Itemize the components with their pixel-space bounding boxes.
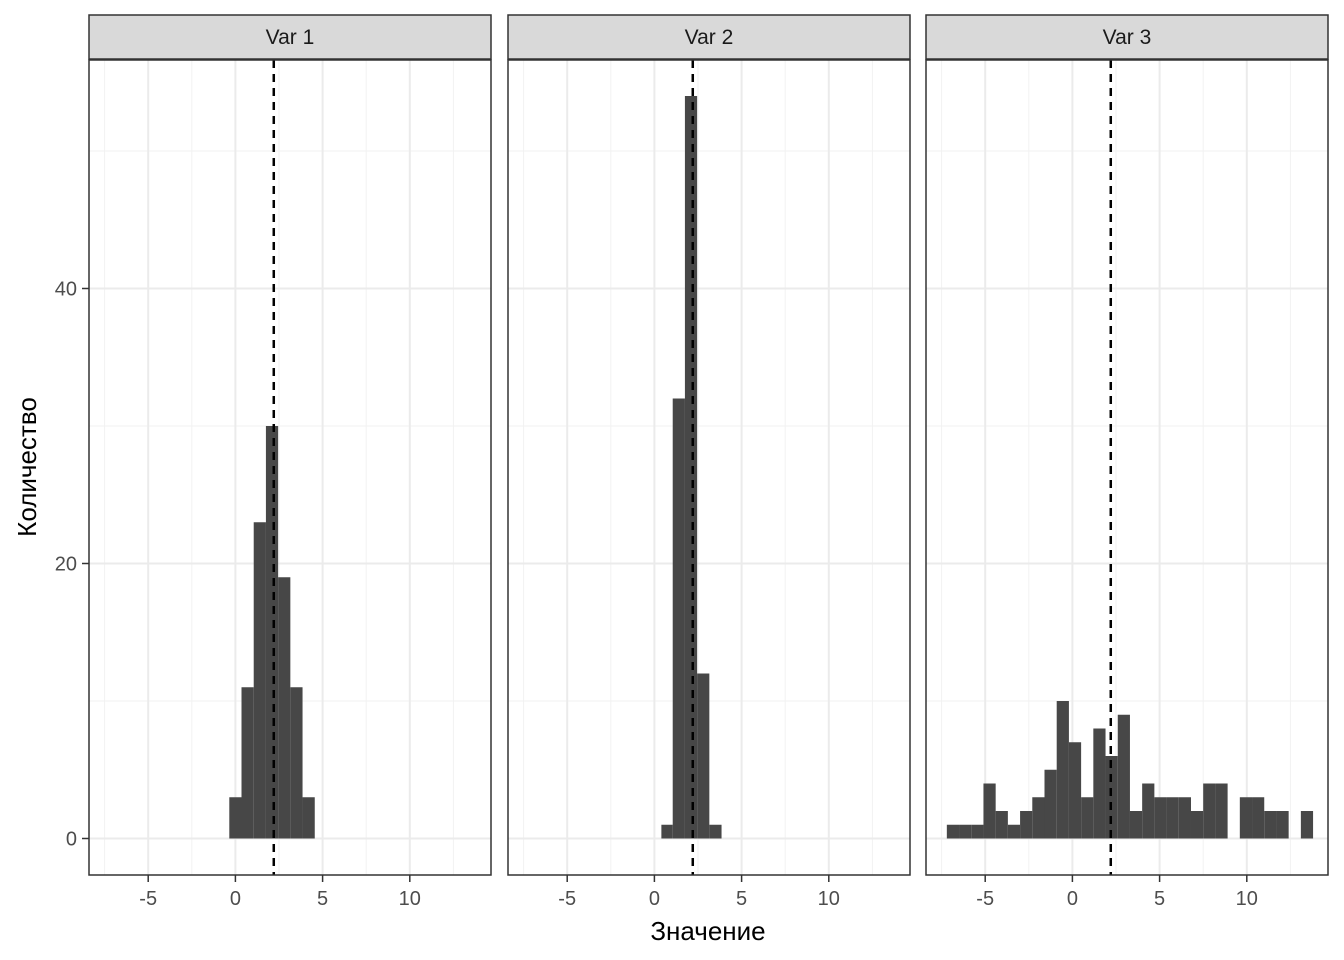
panel-border bbox=[925, 59, 1329, 876]
y-axis-title: Количество bbox=[12, 397, 42, 537]
histogram-bar bbox=[1093, 728, 1106, 839]
histogram-bar bbox=[1276, 811, 1289, 839]
histogram-bar bbox=[253, 522, 266, 839]
histogram-bar bbox=[1264, 811, 1277, 839]
histogram-bar bbox=[1190, 811, 1204, 839]
x-tick-label: 10 bbox=[1236, 888, 1258, 910]
histogram-bar bbox=[241, 687, 254, 839]
histogram-bar bbox=[278, 577, 291, 839]
facet-strip-label: Var 2 bbox=[685, 26, 734, 49]
histogram-bar bbox=[983, 783, 996, 839]
y-tick-label: 0 bbox=[66, 829, 77, 851]
facet-panel: Var 1 -5 0 5 10 bbox=[88, 14, 492, 910]
facet-strip-label: Var 1 bbox=[266, 26, 315, 49]
facet-strip-label: Var 3 bbox=[1103, 26, 1152, 49]
panel-border bbox=[507, 59, 911, 876]
histogram-bar bbox=[1203, 783, 1216, 839]
histogram-bar bbox=[229, 797, 242, 839]
x-tick-label: 5 bbox=[736, 888, 747, 910]
histogram-bar bbox=[971, 824, 984, 839]
histogram-bar bbox=[1166, 797, 1179, 839]
histogram-bar bbox=[995, 811, 1008, 839]
panel-border bbox=[88, 59, 492, 876]
histogram-bar bbox=[1068, 742, 1082, 839]
x-tick-label: -5 bbox=[976, 888, 994, 910]
x-tick-label: 10 bbox=[399, 888, 421, 910]
histogram-bar bbox=[1032, 797, 1045, 839]
facet-strip bbox=[507, 14, 911, 60]
facet-panel: Var 2 -5 0 5 10 bbox=[507, 14, 911, 910]
histogram-bar bbox=[672, 398, 685, 839]
facet-strip bbox=[925, 14, 1329, 60]
histogram-bar bbox=[959, 824, 972, 839]
x-tick-label: 5 bbox=[1154, 888, 1165, 910]
x-tick-label: 0 bbox=[1067, 888, 1078, 910]
facet-panel: Var 3 -5 0 5 10 bbox=[925, 14, 1329, 910]
histogram-bar bbox=[1117, 714, 1130, 839]
histogram-bar bbox=[661, 824, 673, 839]
x-tick-label: 0 bbox=[230, 888, 241, 910]
histogram-bar bbox=[1300, 811, 1314, 839]
x-tick-label: -5 bbox=[139, 888, 157, 910]
histogram-bar bbox=[946, 824, 960, 839]
histogram-bar bbox=[1178, 797, 1191, 839]
histogram-bar bbox=[302, 797, 315, 839]
histogram-bar bbox=[1105, 756, 1118, 839]
histogram-bar bbox=[1215, 783, 1228, 839]
histogram-bar bbox=[1007, 824, 1021, 839]
histogram-bar bbox=[1142, 783, 1155, 839]
histogram-bar bbox=[1056, 701, 1069, 839]
y-axis: 0 20 40 bbox=[55, 279, 89, 851]
x-axis-title: Значение bbox=[650, 916, 765, 946]
histogram-bar bbox=[684, 96, 698, 839]
x-tick-label: 0 bbox=[649, 888, 660, 910]
histogram-bar bbox=[1044, 769, 1057, 839]
x-tick-label: -5 bbox=[558, 888, 576, 910]
histogram-bar bbox=[1252, 797, 1265, 839]
histogram-bar bbox=[1129, 811, 1143, 839]
x-tick-label: 10 bbox=[818, 888, 840, 910]
facet-strip bbox=[88, 14, 492, 60]
histogram-bar bbox=[265, 426, 279, 839]
histogram-bar bbox=[697, 673, 710, 839]
histogram-bar bbox=[1081, 797, 1094, 839]
histogram-bar bbox=[1020, 811, 1033, 839]
histogram-bar bbox=[290, 687, 303, 839]
histogram-bar bbox=[1239, 797, 1253, 839]
histogram-bar bbox=[1154, 797, 1167, 839]
y-tick-label: 20 bbox=[55, 554, 77, 576]
y-tick-label: 40 bbox=[55, 279, 77, 301]
histogram-bar bbox=[709, 824, 722, 839]
x-tick-label: 5 bbox=[317, 888, 328, 910]
facet-panels: Var 1 -5 0 5 10 Var 2 -5 0 5 10 Var 3 -5 0 5 10 bbox=[88, 14, 1329, 910]
